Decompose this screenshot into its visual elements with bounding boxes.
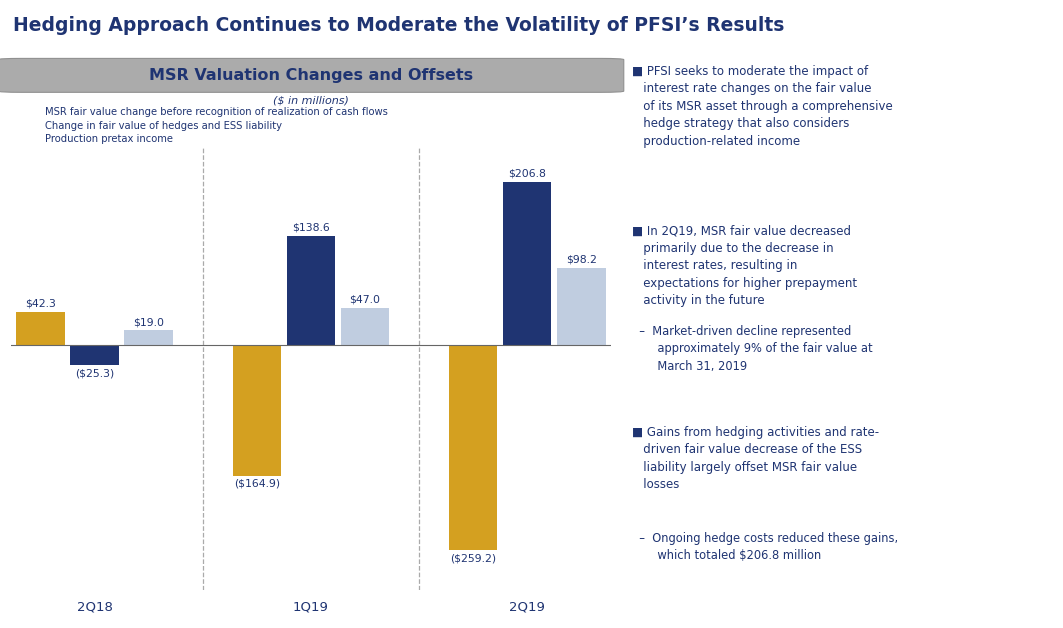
Text: –  Ongoing hedge costs reduced these gains,
       which totaled $206.8 million: – Ongoing hedge costs reduced these gain… xyxy=(632,532,898,563)
Text: ■ In 2Q19, MSR fair value decreased
   primarily due to the decrease in
   inter: ■ In 2Q19, MSR fair value decreased prim… xyxy=(632,224,858,307)
Bar xyxy=(124,330,173,345)
Text: ■ PFSI seeks to moderate the impact of
   interest rate changes on the fair valu: ■ PFSI seeks to moderate the impact of i… xyxy=(632,65,893,148)
FancyBboxPatch shape xyxy=(0,58,624,92)
Text: $98.2: $98.2 xyxy=(566,254,596,264)
Bar xyxy=(233,345,282,475)
Text: ($25.3): ($25.3) xyxy=(75,369,115,379)
Text: ($259.2): ($259.2) xyxy=(450,553,496,563)
Text: ($ in millions): ($ in millions) xyxy=(273,95,349,106)
Text: $47.0: $47.0 xyxy=(350,295,381,305)
Text: MSR fair value change before recognition of realization of cash flows: MSR fair value change before recognition… xyxy=(45,107,388,117)
Bar xyxy=(503,181,552,345)
Bar xyxy=(70,345,119,365)
Bar xyxy=(449,345,497,550)
Text: ($164.9): ($164.9) xyxy=(234,479,280,489)
Text: Change in fair value of hedges and ESS liability: Change in fair value of hedges and ESS l… xyxy=(45,121,282,131)
Text: $42.3: $42.3 xyxy=(26,299,56,308)
Text: –  Market-driven decline represented
       approximately 9% of the fair value a: – Market-driven decline represented appr… xyxy=(632,325,873,373)
Text: $19.0: $19.0 xyxy=(133,317,165,327)
Bar xyxy=(340,308,389,345)
Text: MSR Valuation Changes and Offsets: MSR Valuation Changes and Offsets xyxy=(149,68,473,83)
Text: Production pretax income: Production pretax income xyxy=(45,134,172,144)
Bar xyxy=(16,311,65,345)
Text: ■ Gains from hedging activities and rate-
   driven fair value decrease of the E: ■ Gains from hedging activities and rate… xyxy=(632,426,879,491)
Text: $206.8: $206.8 xyxy=(508,168,546,178)
Bar xyxy=(287,236,335,345)
Text: $138.6: $138.6 xyxy=(292,222,330,232)
Text: Hedging Approach Continues to Moderate the Volatility of PFSI’s Results: Hedging Approach Continues to Moderate t… xyxy=(13,16,784,35)
Bar xyxy=(557,268,606,345)
